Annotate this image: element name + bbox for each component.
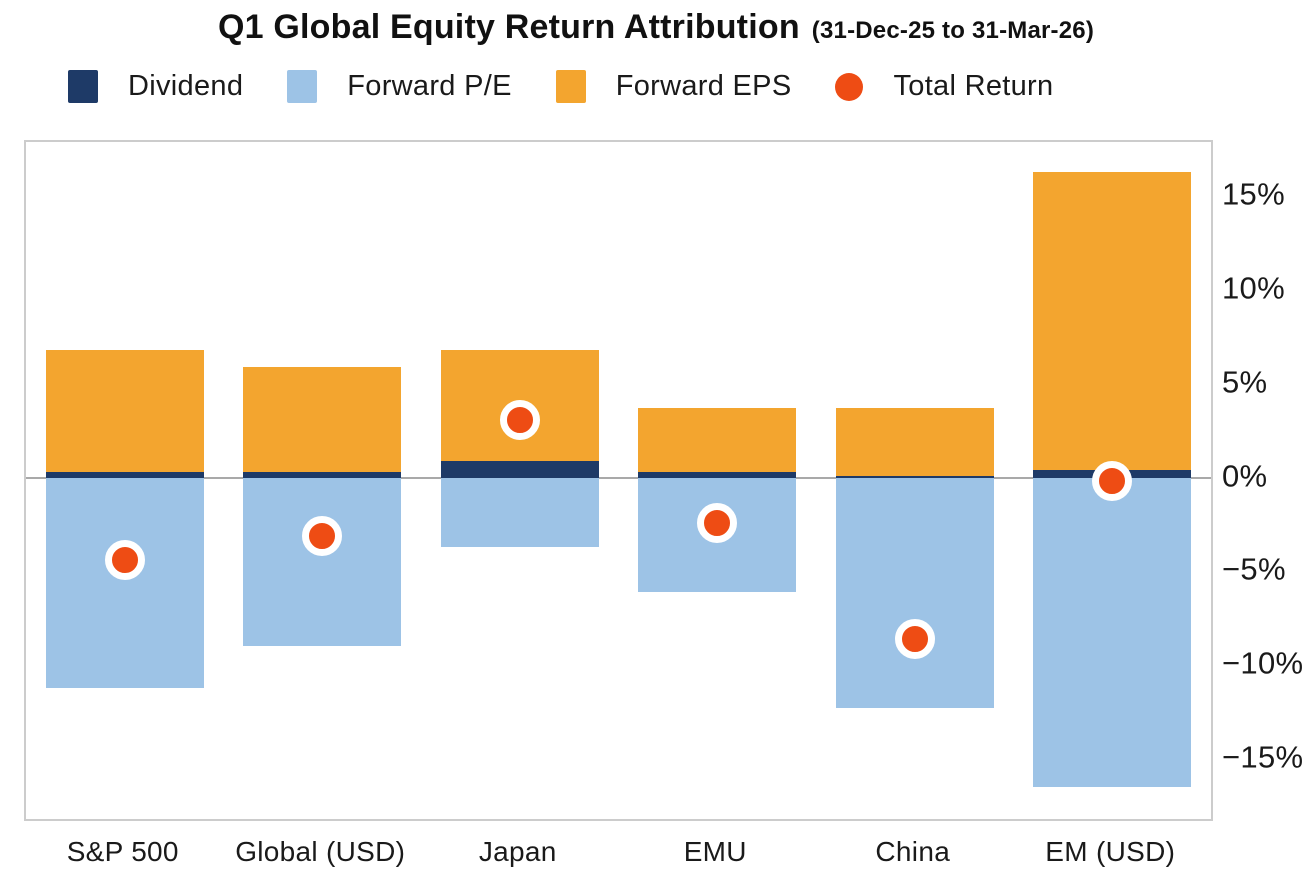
y-axis-tick-label: −5% (1222, 551, 1286, 587)
chart-title-subtitle: (31-Dec-25 to 31-Mar-26) (811, 17, 1095, 44)
forward-eps-segment (638, 408, 797, 473)
legend-label: Dividend (128, 70, 244, 102)
x-axis-label: Japan (478, 836, 557, 867)
forward-pe-swatch-icon (287, 70, 318, 103)
x-axis-label: S&P 500 (66, 836, 179, 867)
y-axis-tick-label: 5% (1222, 364, 1268, 400)
chart-title: Q1 Global Equity Return Attribution (31-… (0, 8, 1312, 47)
forward-eps-swatch-icon (555, 70, 586, 103)
total-return-dot-icon (835, 72, 864, 101)
x-axis-label: EM (USD) (1045, 836, 1176, 867)
total-return-marker (499, 399, 540, 440)
legend-label: Forward EPS (615, 70, 792, 102)
y-axis-tick-label: 15% (1222, 176, 1285, 212)
zero-gridline (26, 476, 1211, 479)
x-axis-label: Global (USD) (235, 836, 406, 867)
total-return-marker (894, 618, 935, 659)
total-return-marker (104, 540, 145, 581)
forward-eps-segment (45, 350, 204, 473)
x-axis-label: EMU (683, 836, 747, 867)
total-return-marker (697, 502, 738, 543)
legend-item-total-return: Total Return (835, 70, 1053, 103)
forward-pe-segment (835, 477, 994, 709)
y-axis-tick-label: −10% (1222, 645, 1304, 681)
forward-pe-segment (440, 477, 599, 548)
legend-item-forward-pe: Forward P/E (287, 70, 511, 103)
plot-area (24, 140, 1213, 821)
dividend-segment (835, 475, 994, 478)
y-axis-tick-label: 0% (1222, 458, 1268, 494)
chart-legend: Dividend Forward P/E Forward EPS Total R… (68, 70, 1053, 103)
dividend-segment (638, 472, 797, 478)
legend-item-dividend: Dividend (68, 70, 243, 103)
legend-label: Total Return (893, 70, 1054, 102)
forward-eps-segment (835, 408, 994, 476)
dividend-segment (243, 472, 402, 478)
forward-pe-segment (243, 477, 402, 647)
forward-pe-segment (1033, 477, 1192, 788)
legend-item-forward-eps: Forward EPS (555, 70, 792, 103)
total-return-marker (302, 515, 343, 556)
chart-title-main: Q1 Global Equity Return Attribution (217, 8, 800, 46)
total-return-marker (1092, 461, 1133, 502)
legend-label: Forward P/E (347, 70, 512, 102)
y-axis-tick-label: 10% (1222, 270, 1285, 306)
dividend-swatch-icon (68, 70, 98, 103)
dividend-segment (440, 460, 599, 478)
y-axis-tick-label: −15% (1222, 739, 1304, 775)
forward-eps-segment (243, 367, 402, 473)
x-axis-label: China (875, 836, 951, 867)
dividend-segment (45, 472, 204, 478)
forward-pe-segment (45, 477, 204, 688)
forward-eps-segment (1033, 172, 1192, 471)
